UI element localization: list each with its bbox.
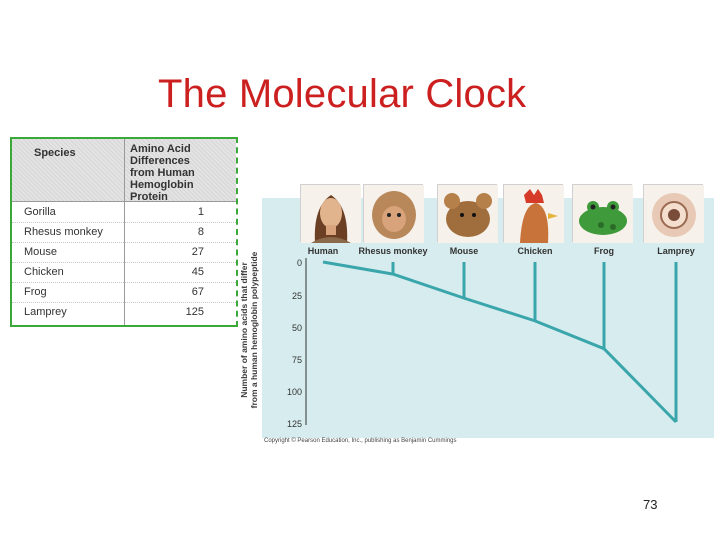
y-tick-label: 125 bbox=[286, 419, 302, 429]
rhesus-monkey-portrait bbox=[363, 184, 424, 243]
page-number: 73 bbox=[643, 497, 658, 512]
difference-cell: 45 bbox=[191, 266, 204, 278]
copyright-note: Copyright © Pearson Education, Inc., pub… bbox=[264, 438, 457, 444]
difference-header-line: Protein bbox=[130, 191, 168, 203]
species-label: Mouse bbox=[449, 246, 479, 256]
species-column-header: Species bbox=[34, 147, 76, 159]
table-row: Chicken 45 bbox=[12, 263, 236, 283]
tree-trunk bbox=[322, 260, 678, 424]
table-row: Frog 67 bbox=[12, 283, 236, 303]
species-label: Human bbox=[307, 246, 339, 256]
difference-header-line: Hemoglobin bbox=[130, 179, 194, 191]
human-portrait bbox=[300, 184, 361, 243]
difference-cell: 27 bbox=[191, 246, 204, 258]
y-tick-label: 25 bbox=[291, 291, 302, 301]
lamprey-portrait bbox=[643, 184, 704, 243]
y-tick-label: 50 bbox=[291, 323, 302, 333]
difference-header-line: from Human bbox=[130, 167, 195, 179]
y-tick-label: 100 bbox=[286, 387, 302, 397]
slide-title: The Molecular Clock bbox=[158, 72, 527, 116]
tree-branches bbox=[322, 260, 678, 424]
species-label: Frog bbox=[594, 246, 614, 256]
table-row: Lamprey 125 bbox=[12, 303, 236, 323]
species-cell: Frog bbox=[24, 286, 47, 298]
difference-cell: 67 bbox=[191, 286, 204, 298]
difference-column-header: Amino Acid Differences from Human Hemogl… bbox=[130, 143, 238, 203]
difference-cell: 1 bbox=[197, 206, 204, 218]
y-tick-label: 0 bbox=[296, 258, 302, 268]
difference-cell: 8 bbox=[197, 226, 204, 238]
difference-cell: 125 bbox=[185, 306, 204, 318]
table-row: Rhesus monkey 8 bbox=[12, 223, 236, 243]
difference-header-line: Amino Acid bbox=[130, 143, 191, 155]
table-row: Mouse 27 bbox=[12, 243, 236, 263]
column-divider bbox=[124, 139, 125, 325]
table-row: Gorilla 1 bbox=[12, 203, 236, 223]
difference-header-line: Differences bbox=[130, 155, 190, 167]
species-cell: Rhesus monkey bbox=[24, 226, 103, 238]
species-cell: Mouse bbox=[24, 246, 58, 258]
frog-portrait bbox=[572, 184, 633, 243]
chicken-portrait bbox=[503, 184, 564, 243]
species-cell: Gorilla bbox=[24, 206, 56, 218]
species-label: Lamprey bbox=[657, 246, 695, 256]
mouse-portrait bbox=[437, 184, 498, 243]
y-tick-label: 75 bbox=[291, 355, 302, 365]
species-cell: Chicken bbox=[24, 266, 64, 278]
species-label: Chicken bbox=[517, 246, 553, 256]
amino-acid-table: Species Amino Acid Differences from Huma… bbox=[10, 137, 238, 327]
species-cell: Lamprey bbox=[24, 306, 67, 318]
species-label: Rhesus monkey bbox=[358, 246, 428, 256]
